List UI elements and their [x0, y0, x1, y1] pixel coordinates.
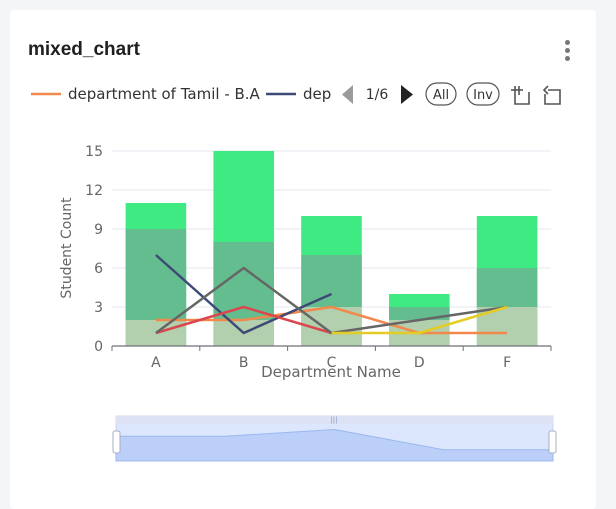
y-tick-label: 6: [94, 261, 103, 277]
data-zoom-slider[interactable]: |||: [112, 415, 557, 462]
underlay-bar: [476, 268, 538, 307]
more-options-icon[interactable]: [560, 40, 574, 70]
series-line-2: [155, 305, 332, 335]
data-zoom-overview-area: [115, 428, 554, 462]
y-axis-label: Student Count: [59, 197, 75, 299]
line-series: [155, 254, 508, 335]
data-zoom-grip-icon[interactable]: |||: [330, 416, 337, 424]
x-tick-label: C: [327, 355, 337, 371]
y-tick-label: 15: [85, 144, 103, 160]
legend-all-button[interactable]: [425, 82, 457, 106]
legend-page: 1/6: [366, 87, 389, 103]
y-tick-labels: 0 3 6 9 12 15: [85, 144, 103, 355]
zoom-select-icon[interactable]: [511, 86, 530, 105]
x-tick-label: B: [239, 355, 249, 371]
series-line-4: [331, 305, 508, 335]
legend-inv-label: Inv: [473, 88, 493, 103]
y-tick-label: 0: [94, 339, 103, 355]
legend-prev-icon[interactable]: [342, 85, 353, 104]
legend[interactable]: department of Tamil - B.A dep: [31, 85, 331, 103]
data-zoom-top-bar[interactable]: [116, 416, 553, 424]
x-tick-label: F: [503, 355, 511, 371]
series-line-1: [155, 254, 333, 335]
legend-item-0[interactable]: department of Tamil - B.A: [68, 85, 261, 103]
card-title: mixed_chart: [28, 39, 140, 60]
legend-item-1[interactable]: dep: [303, 85, 331, 103]
x-tick-label: D: [414, 355, 425, 371]
y-tick-label: 12: [85, 183, 103, 199]
data-zoom-left-handle[interactable]: [112, 430, 121, 454]
y-tick-label: 9: [94, 222, 103, 238]
series-line-0: [155, 305, 508, 335]
zoom-reset-icon[interactable]: [542, 85, 561, 105]
legend-all-label: All: [433, 88, 449, 103]
x-tick-label: A: [151, 355, 161, 371]
x-axis-label: Department Name: [261, 363, 401, 381]
legend-inv-button[interactable]: [466, 82, 500, 106]
data-zoom-right-handle[interactable]: [548, 430, 557, 454]
data-zoom-selection[interactable]: [116, 424, 553, 461]
underlay-bar: [301, 255, 362, 307]
y-tick-label: 3: [94, 300, 103, 316]
legend-next-icon[interactable]: [401, 85, 413, 104]
